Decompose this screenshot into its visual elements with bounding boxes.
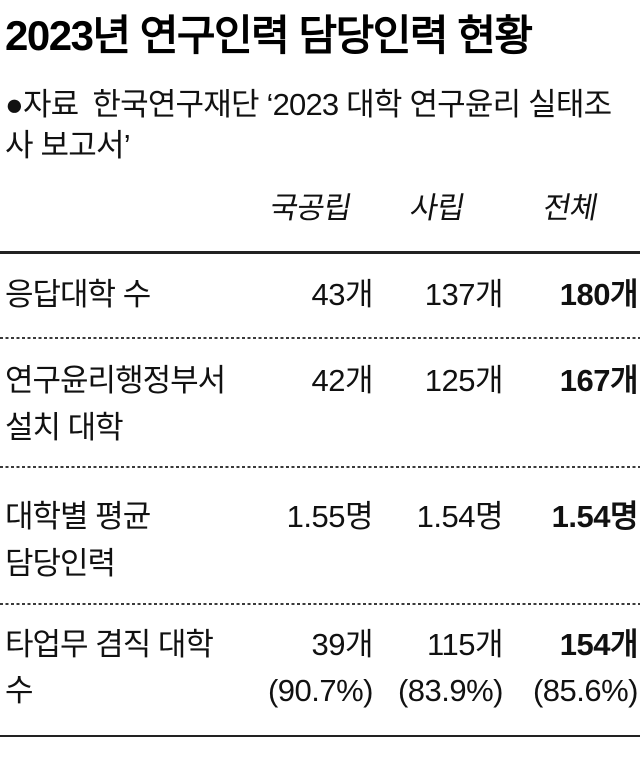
table-row-avg-staff: 대학별 평균 담당인력 1.55명 1.54명 1.54명	[0, 468, 640, 603]
data-table: 국공립 사립 전체 응답대학 수 43개 137개 180개 연구윤리행정부서 …	[0, 167, 640, 737]
cell-total: 154개 (85.6%)	[503, 622, 639, 714]
row-label: 연구윤리행정부서 설치 대학	[5, 362, 226, 445]
row-label: 타업무 겸직 대학 수	[5, 626, 214, 708]
cell-public: 39개 (90.7%)	[250, 622, 374, 714]
row-label: 응답대학 수	[5, 277, 151, 313]
cell-total-percent: (85.6%)	[532, 672, 639, 708]
table-row-concurrent-duty: 타업무 겸직 대학 수 39개 (90.7%) 115개 (83.9%) 154…	[0, 605, 640, 735]
cell-public-percent: (90.7%)	[267, 672, 374, 708]
bottom-rule	[0, 734, 640, 737]
cell-total: 167개	[559, 362, 639, 398]
cell-private-percent: (83.9%)	[397, 672, 504, 708]
table-row-respondents: 응답대학 수 43개 137개 180개	[0, 254, 640, 337]
page-title: 2023년 연구인력 담당인력 현황	[5, 12, 533, 59]
cell-private: 137개	[424, 277, 504, 313]
table-row-ethics-dept: 연구윤리행정부서 설치 대학 42개 125개 167개	[0, 339, 640, 466]
row-separator	[0, 465, 640, 468]
header-rule	[0, 250, 640, 254]
row-label: 대학별 평균 담당인력	[5, 498, 151, 581]
source-bullet-icon: ●	[5, 87, 24, 123]
column-header-public: 국공립	[267, 191, 354, 225]
source-text: 한국연구재단 ‘2023 대학 연구윤리 실태조사 보고서’	[5, 87, 612, 163]
cell-public: 42개	[311, 362, 373, 398]
column-header-private: 사립	[407, 191, 468, 225]
cell-public: 43개	[311, 277, 373, 313]
cell-total: 1.54명	[551, 498, 639, 534]
cell-public: 1.55명	[286, 498, 374, 534]
row-separator	[0, 602, 640, 605]
cell-private: 125개	[424, 362, 504, 398]
cell-private: 115개 (83.9%)	[373, 622, 504, 714]
row-separator	[0, 336, 640, 339]
source-label: 자료	[22, 87, 79, 123]
column-header-total: 전체	[540, 191, 600, 225]
cell-private: 1.54명	[416, 498, 504, 534]
table-header-row: 국공립 사립 전체	[0, 167, 640, 251]
cell-total: 180개	[559, 277, 639, 313]
source-line: ●자료 한국연구재단 ‘2023 대학 연구윤리 실태조사 보고서’	[5, 85, 630, 167]
